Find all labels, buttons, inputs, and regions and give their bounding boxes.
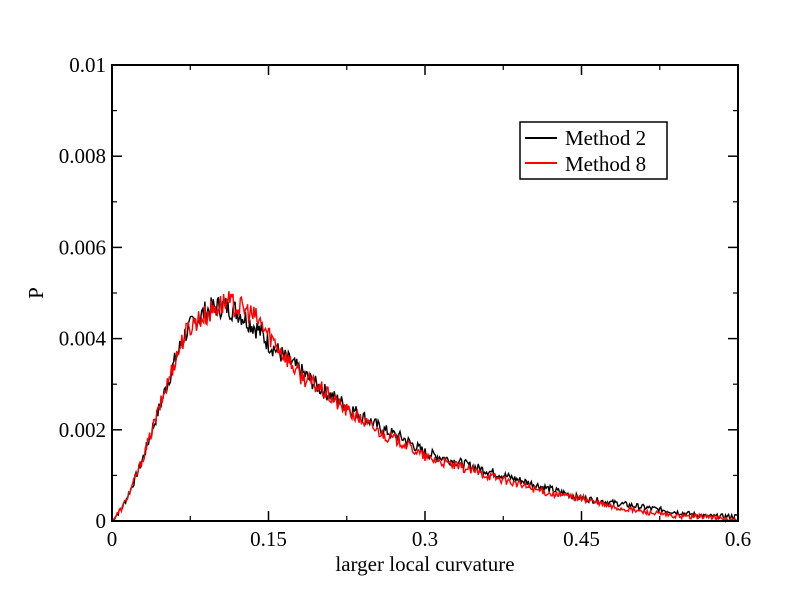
legend-box [519,121,668,180]
x-tick-label: 0.3 [412,527,438,551]
y-tick-label: 0.008 [59,144,106,168]
tick-labels-layer: 0 0.15 0.3 0.45 0.6 0 0.002 0.004 0.006 0.008 0.01 [59,53,751,551]
series-line-method-8 [111,291,739,524]
y-axis-title: P [24,287,48,299]
y-tick-label: 0.01 [69,53,106,77]
plot-frame [111,64,739,522]
y-tick-label: 0.006 [59,235,106,259]
x-tick-label: 0.45 [563,527,600,551]
legend: Method 2 Method 8 [519,121,668,180]
y-tick-label: 0 [96,509,107,533]
x-axis-title: larger local curvature [335,552,514,576]
y-tick-label: 0.004 [59,327,107,351]
legend-label-method-2: Method 2 [565,126,646,150]
x-tick-label: 0.6 [725,527,751,551]
x-tick-label: 0.15 [250,527,287,551]
x-tick-label: 0 [107,527,118,551]
series-layer [111,291,739,524]
y-tick-label: 0.002 [59,418,106,442]
legend-label-method-8: Method 8 [565,152,646,176]
